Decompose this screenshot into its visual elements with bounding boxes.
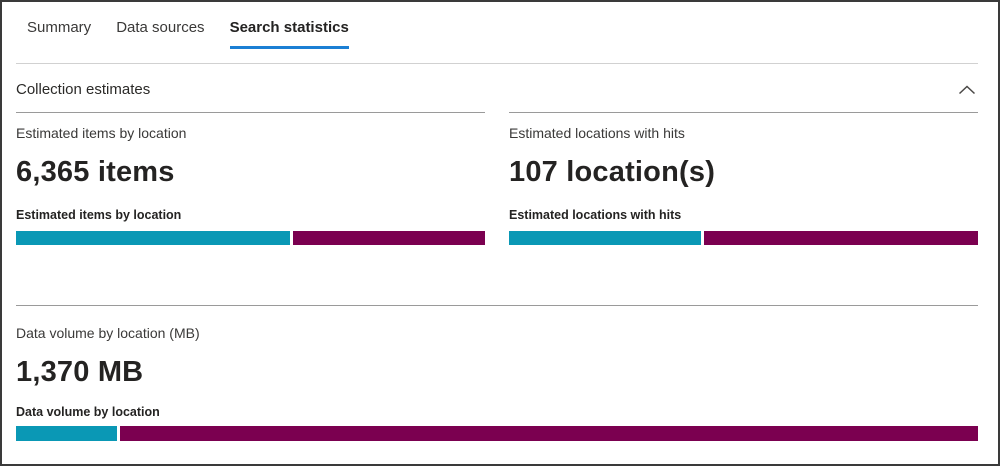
section-title: Collection estimates (16, 81, 151, 98)
metric-value: 1,370 MB (16, 356, 144, 388)
metric-heading: Estimated locations with hits (509, 125, 685, 141)
metric-value: 6,365 items (16, 156, 175, 188)
volume-section-divider (16, 305, 978, 306)
estimates-columns: Estimated items by location 6,365 items … (16, 124, 978, 245)
right-column-divider (509, 112, 978, 113)
volume-stacked-bar-chart[interactable] (16, 426, 978, 441)
metric-estimated-items: Estimated items by location 6,365 items … (16, 124, 485, 245)
tab-bar: Summary Data sources Search statistics (27, 2, 978, 49)
magenta-bar-segment (704, 231, 978, 245)
tab-summary[interactable]: Summary (27, 19, 92, 36)
chevron-up-icon (958, 85, 976, 95)
tab-bar-divider (16, 63, 978, 64)
locations-stacked-bar-chart[interactable] (509, 231, 978, 245)
left-column-divider (16, 112, 485, 113)
chart-label: Estimated items by location (16, 208, 182, 222)
chart-label: Estimated locations with hits (509, 208, 682, 222)
items-stacked-bar-chart[interactable] (16, 231, 485, 245)
magenta-bar-segment (120, 426, 978, 441)
metric-heading: Data volume by location (MB) (16, 325, 200, 341)
teal-bar-segment (16, 426, 117, 441)
tab-data-sources[interactable]: Data sources (116, 19, 205, 36)
magenta-bar-segment (293, 231, 485, 245)
metric-value: 107 location(s) (509, 156, 716, 188)
teal-bar-segment (509, 231, 702, 245)
chart-label: Data volume by location (16, 405, 160, 419)
metric-estimated-locations: Estimated locations with hits 107 locati… (509, 124, 978, 245)
tab-search-statistics[interactable]: Search statistics (229, 18, 349, 49)
collection-estimates-header: Collection estimates (16, 81, 978, 99)
metric-data-volume: Data volume by location (MB) 1,370 MB Da… (16, 324, 978, 441)
section-dividers (16, 112, 978, 113)
metric-heading: Estimated items by location (16, 125, 187, 141)
collapse-section-button[interactable] (956, 82, 978, 98)
teal-bar-segment (16, 231, 291, 245)
